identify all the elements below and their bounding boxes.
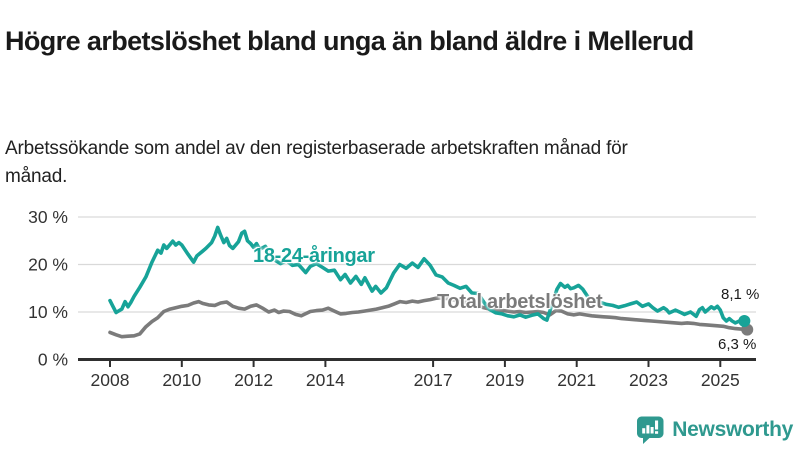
series-label-young: 18-24-åringar	[253, 245, 375, 267]
newsworthy-wordmark: Newsworthy	[672, 418, 793, 441]
x-tick-label: 2012	[234, 370, 273, 390]
series-end-dot	[738, 315, 751, 328]
series-line	[108, 295, 750, 339]
x-tick-label: 2010	[162, 370, 201, 390]
y-tick-label: 30 %	[28, 207, 68, 227]
x-tick-label: 2021	[557, 370, 596, 390]
x-tick-label: 2017	[414, 370, 453, 390]
newsworthy-logo: Newsworthy	[636, 413, 793, 447]
x-tick-label: 2023	[629, 370, 668, 390]
end-value-young: 8,1 %	[721, 286, 760, 303]
newsworthy-icon	[637, 416, 664, 444]
end-value-total: 6,3 %	[718, 336, 757, 353]
series-line	[108, 225, 747, 325]
y-tick-label: 20 %	[28, 255, 68, 275]
x-tick-label: 2025	[701, 370, 740, 390]
series-label-total: Total arbetslöshet	[437, 291, 603, 313]
page-title: Högre arbetslöshet bland unga än bland ä…	[5, 26, 694, 57]
chart-subtitle: Arbetssökande som andel av den registerb…	[5, 138, 628, 187]
y-tick-label: 10 %	[28, 302, 68, 322]
y-tick-label: 0 %	[38, 350, 68, 370]
x-tick-label: 2019	[485, 370, 524, 390]
x-tick-label: 2014	[306, 370, 345, 390]
x-tick-label: 2008	[91, 370, 130, 390]
